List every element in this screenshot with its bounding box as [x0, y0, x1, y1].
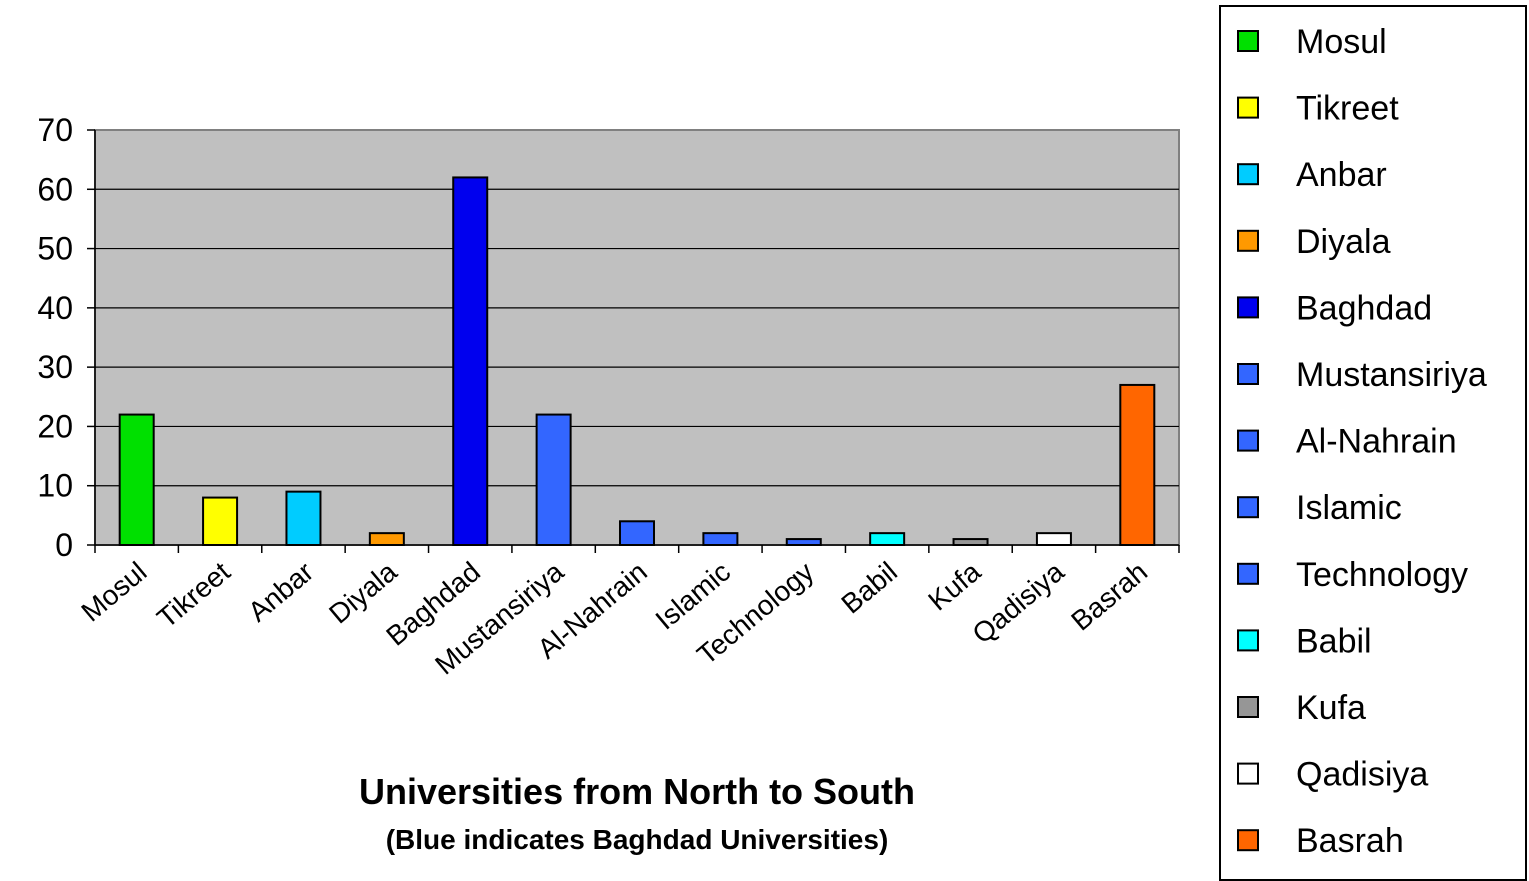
x-tick-label: Kufa [922, 556, 986, 617]
y-tick-label: 70 [37, 112, 73, 148]
legend-border [1219, 5, 1527, 881]
bar-qadisiya [1035, 532, 1072, 547]
legend-label: Technology [1296, 556, 1468, 594]
x-tick-label: Tikreet [151, 556, 236, 634]
legend-label: Al-Nahrain [1296, 423, 1457, 461]
legend-label: Islamic [1296, 489, 1402, 527]
x-tick-label: Babil [835, 556, 903, 620]
bar-kufa [952, 538, 989, 546]
plot-area: 0 10 20 30 40 50 60 70 [37, 112, 1180, 563]
legend-swatch [1237, 429, 1259, 452]
bars [118, 176, 1156, 547]
plot-background [94, 129, 1180, 546]
legend-swatch [1237, 229, 1259, 252]
legend-swatch [1237, 163, 1259, 186]
bar-basrah [1119, 383, 1156, 546]
legend-label: Basrah [1296, 822, 1404, 860]
x-axis-label: Universities from North to South [359, 771, 915, 812]
y-tick-label: 50 [37, 231, 73, 267]
bar-mustansiriya [535, 413, 572, 547]
y-tick-label: 60 [37, 171, 73, 207]
x-tick-label: Anbar [242, 556, 319, 628]
legend-swatch [1237, 696, 1259, 718]
legend-swatch [1237, 30, 1259, 52]
y-tick-label: 40 [37, 290, 73, 326]
bar-baghdad [452, 176, 489, 547]
legend-swatch [1237, 96, 1259, 119]
bar-tikreet [202, 496, 239, 547]
legend-swatch [1237, 496, 1259, 519]
legend-swatch [1237, 829, 1259, 852]
legend-swatch [1237, 363, 1259, 385]
y-tick-label: 20 [37, 408, 73, 444]
x-tick-label: Mosul [75, 556, 152, 628]
legend-swatch [1237, 762, 1259, 785]
gridlines [95, 188, 1179, 487]
bar-al-nahrain [619, 520, 655, 546]
legend-swatch [1237, 562, 1259, 585]
legend-swatch [1237, 629, 1259, 652]
legend-label: Diyala [1296, 223, 1391, 261]
y-axis: 0 10 20 30 40 50 60 70 [37, 112, 96, 563]
bar-anbar [285, 490, 322, 546]
bar-babil [869, 532, 906, 547]
legend-label: Tikreet [1296, 90, 1399, 128]
y-tick-label: 0 [55, 527, 73, 563]
legend-label: Mosul [1296, 23, 1387, 61]
bar-diyala [368, 532, 405, 547]
legend-label: Mustansiriya [1296, 356, 1487, 394]
legend-swatch [1237, 296, 1259, 319]
legend-label: Qadisiya [1296, 756, 1428, 794]
legend-label: Baghdad [1296, 289, 1432, 327]
y-tick-label: 30 [37, 349, 73, 385]
legend: Mosul Tikreet Anbar Diyala Baghdad Mustansiri… [1219, 5, 1527, 881]
bar-mosul [118, 413, 155, 547]
legend-label: Babil [1296, 622, 1372, 660]
legend-label: Anbar [1296, 156, 1387, 194]
y-tick-label: 10 [37, 468, 73, 504]
bar-islamic [702, 532, 739, 547]
x-tick-label: Qadisiya [966, 556, 1070, 650]
x-tick-label: Basrah [1065, 556, 1153, 637]
legend-label: Kufa [1296, 689, 1366, 727]
x-axis [94, 544, 1180, 553]
x-axis-note: (Blue indicates Baghdad Universities) [386, 824, 889, 855]
bar-technology [785, 538, 822, 546]
